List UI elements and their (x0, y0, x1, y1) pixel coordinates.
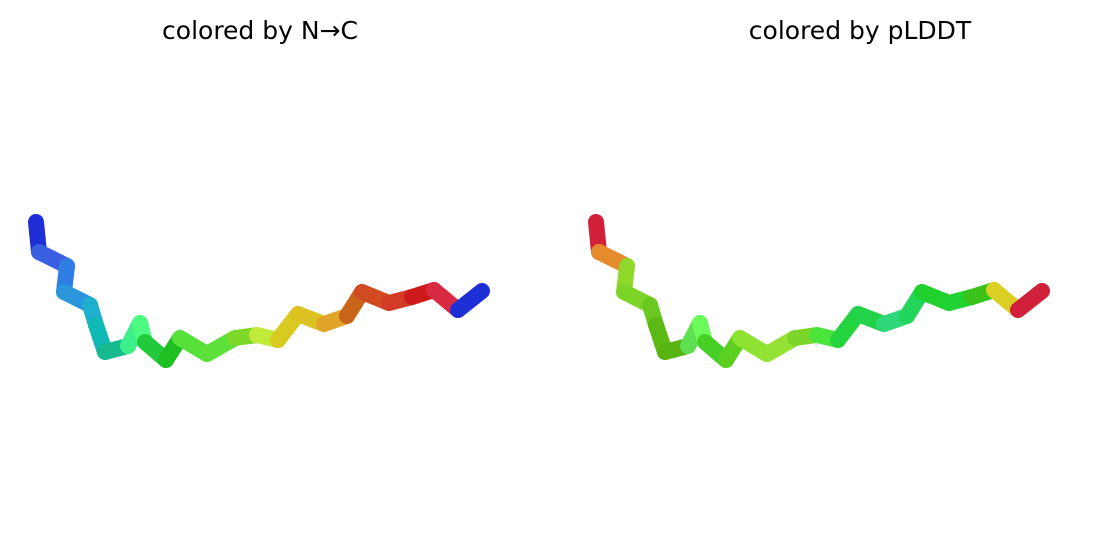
panel-title: colored by pLDDT (748, 16, 972, 45)
backbone-trace (588, 214, 1050, 368)
backbone-trace (28, 214, 490, 368)
backbone-segment (450, 283, 490, 318)
backbone-segment (1010, 283, 1050, 318)
panel-n-to-c: colored by N→C (28, 16, 490, 368)
panel-title: colored by N→C (162, 16, 358, 45)
panel-plddt: colored by pLDDT (560, 0, 1120, 552)
